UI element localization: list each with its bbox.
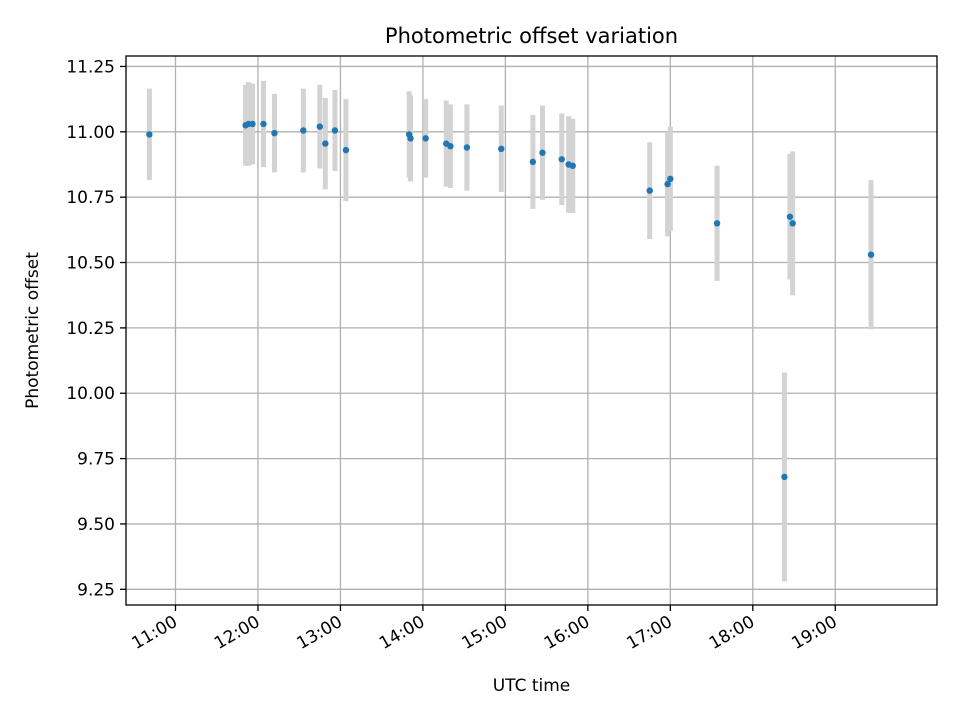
data-point: [781, 474, 787, 480]
y-tick-label: 11.25: [66, 57, 115, 77]
data-point: [422, 135, 428, 141]
data-point: [332, 127, 338, 133]
data-point: [249, 121, 255, 127]
data-point: [787, 214, 793, 220]
data-point: [559, 156, 565, 162]
data-point: [498, 146, 504, 152]
data-point: [146, 131, 152, 137]
chart-title: Photometric offset variation: [385, 24, 678, 48]
x-axis-label: UTC time: [493, 676, 571, 696]
y-tick-label: 10.75: [66, 188, 115, 208]
y-tick-label: 9.75: [77, 450, 115, 470]
data-point: [464, 144, 470, 150]
data-point: [530, 159, 536, 165]
y-tick-label: 10.25: [66, 319, 115, 339]
x-tick-label: 12:00: [211, 612, 263, 654]
data-point: [539, 150, 545, 156]
data-point: [647, 187, 653, 193]
data-point: [570, 163, 576, 169]
x-tick-label: 16:00: [541, 612, 593, 654]
data-point: [343, 147, 349, 153]
y-axis: 9.25 9.50 9.75 10.00 10.25 10.50 10.75 11.00 11.…: [66, 57, 126, 600]
data-point: [714, 220, 720, 226]
data-point: [317, 123, 323, 129]
data-point: [667, 176, 673, 182]
y-tick-label: 9.25: [77, 580, 115, 600]
x-tick-label: 11:00: [129, 612, 181, 654]
y-tick-label: 10.00: [66, 384, 115, 404]
y-tick-label: 10.50: [66, 254, 115, 274]
x-tick-label: 14:00: [376, 612, 428, 654]
x-tick-label: 18:00: [706, 612, 758, 654]
data-point: [447, 143, 453, 149]
data-point: [322, 140, 328, 146]
data-point: [789, 220, 795, 226]
x-tick-label: 15:00: [458, 612, 510, 654]
y-tick-label: 11.00: [66, 123, 115, 143]
data-point: [407, 135, 413, 141]
x-tick-label: 17:00: [623, 612, 675, 654]
data-point: [260, 121, 266, 127]
x-tick-label: 19:00: [788, 612, 840, 654]
data-point: [300, 127, 306, 133]
x-axis: 11:00 12:00 13:00 14:00 15:00 16:00 17:00 18:00…: [129, 605, 841, 654]
data-point: [271, 130, 277, 136]
y-axis-label: Photometric offset: [23, 252, 43, 409]
x-tick-label: 13:00: [293, 612, 345, 654]
data-point: [868, 251, 874, 257]
y-tick-label: 9.50: [77, 515, 115, 535]
